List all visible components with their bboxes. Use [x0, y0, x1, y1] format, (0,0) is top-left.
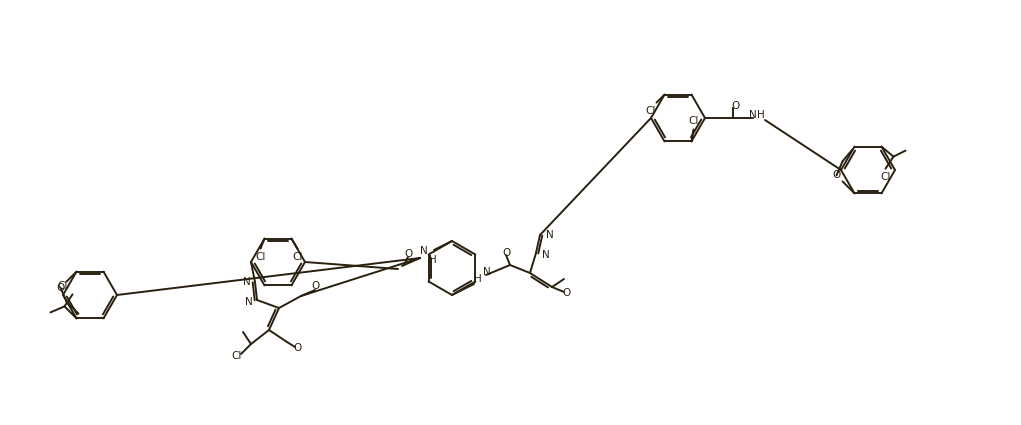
- Text: O: O: [56, 283, 64, 293]
- Text: N: N: [420, 246, 428, 256]
- Text: N: N: [546, 230, 553, 240]
- Text: O: O: [293, 343, 301, 353]
- Text: H: H: [758, 110, 765, 120]
- Text: O: O: [832, 170, 840, 180]
- Text: Cl: Cl: [255, 252, 265, 262]
- Text: Cl: Cl: [645, 106, 655, 116]
- Text: N: N: [243, 277, 251, 287]
- Text: N: N: [749, 110, 757, 120]
- Text: Cl: Cl: [57, 281, 67, 292]
- Text: Cl: Cl: [232, 351, 242, 361]
- Text: N: N: [542, 250, 550, 260]
- Text: O: O: [404, 249, 412, 259]
- Text: Cl: Cl: [880, 172, 890, 181]
- Text: O: O: [310, 281, 320, 291]
- Text: Cl: Cl: [688, 116, 698, 126]
- Text: O: O: [731, 101, 739, 111]
- Text: H: H: [429, 255, 437, 265]
- Text: O: O: [502, 248, 510, 258]
- Text: O: O: [562, 288, 570, 298]
- Text: N: N: [483, 267, 491, 277]
- Text: H: H: [474, 274, 482, 284]
- Text: Cl: Cl: [292, 252, 302, 262]
- Text: N: N: [245, 297, 253, 307]
